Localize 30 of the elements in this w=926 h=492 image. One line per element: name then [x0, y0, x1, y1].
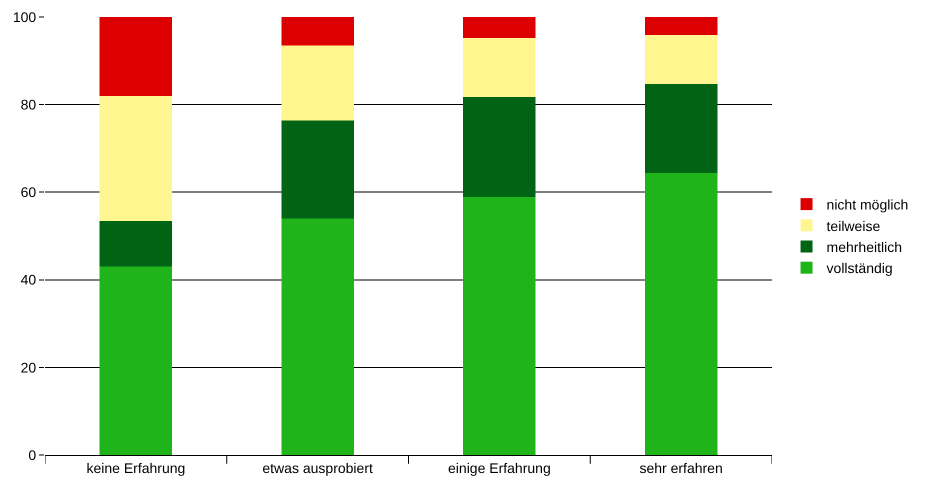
x-tick-label: einige Erfahrung [448, 460, 551, 476]
bar [281, 17, 354, 46]
x-tick-label: sehr erfahren [639, 460, 723, 476]
y-tick-label: 0 [28, 446, 36, 463]
bar [281, 218, 354, 455]
bar [100, 96, 172, 222]
y-tick-label: 80 [20, 96, 36, 112]
bar [281, 120, 354, 218]
x-tick-label: keine Erfahrung [86, 460, 186, 476]
legend-label: mehrheitlich [826, 238, 902, 255]
legend-label: nicht möglich [826, 196, 908, 213]
y-tick-label: 100 [12, 8, 36, 25]
y-tick-label: 40 [20, 272, 36, 288]
bar [100, 221, 172, 267]
bar [644, 34, 718, 84]
bar [463, 17, 536, 38]
y-tick-label: 20 [20, 359, 36, 376]
x-tick-label: etwas ausprobiert [262, 460, 373, 476]
bar [100, 17, 172, 96]
bar [644, 17, 718, 35]
bar [100, 266, 172, 455]
bar [644, 172, 718, 455]
legend-label: teilweise [826, 218, 880, 234]
legend-label: vollständig [826, 260, 893, 276]
bar [644, 84, 718, 173]
y-tick-label: 60 [20, 184, 36, 200]
bar [463, 197, 536, 455]
bar [463, 38, 536, 98]
bar [463, 97, 536, 198]
bar [281, 45, 354, 120]
